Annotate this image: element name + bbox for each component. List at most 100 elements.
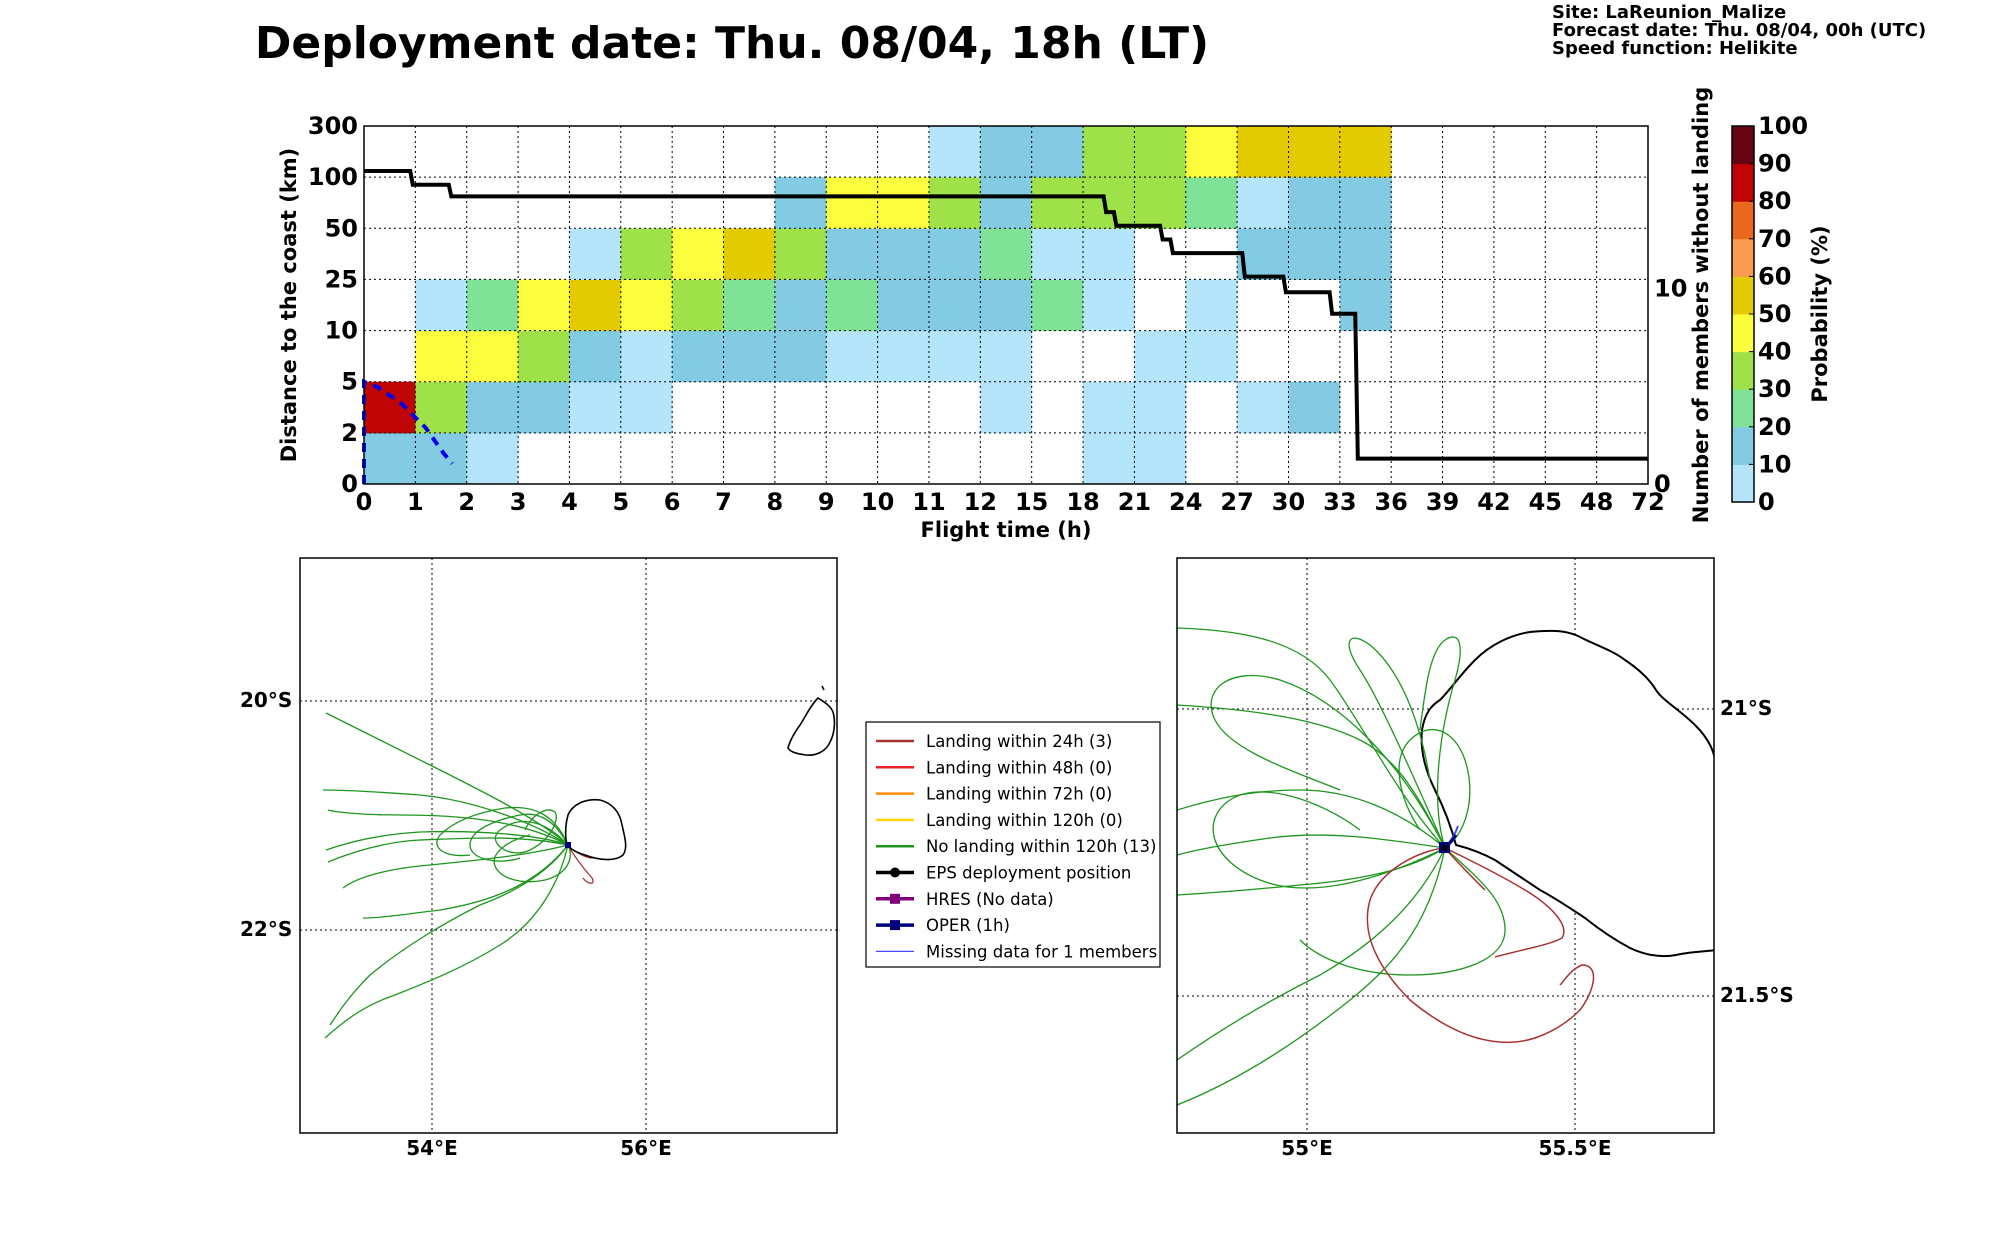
heatmap-cell <box>620 228 673 280</box>
heatmap-cell <box>1134 381 1187 434</box>
mauritius-islet <box>821 685 825 691</box>
heatmap-cell <box>980 330 1033 383</box>
heatmap-cell <box>1083 381 1135 434</box>
trajectory <box>1212 791 1446 889</box>
colorbar-swatch <box>1732 351 1754 390</box>
x-tick-label: 7 <box>715 488 732 516</box>
legend-marker <box>890 920 900 931</box>
trajectory <box>1210 675 1446 849</box>
trajectory <box>493 834 571 883</box>
heatmap-cell <box>826 330 879 383</box>
trajectory <box>362 844 569 919</box>
trajectory <box>1348 637 1446 849</box>
trajectory <box>325 712 569 846</box>
heatmap-cell <box>1083 228 1135 280</box>
trajectory <box>342 844 569 889</box>
colorbar-tick-label: 100 <box>1758 112 1808 140</box>
colorbar-label: Probability (%) <box>1808 225 1832 402</box>
heatmap-cell <box>1031 177 1084 229</box>
mauritius-coastline <box>787 696 836 756</box>
regional-lon-tick-56E: 56°E <box>620 1136 672 1160</box>
no-landing-trajectories <box>322 712 571 1039</box>
legend-label: Landing within 24h (3) <box>926 732 1112 751</box>
speed-label: Speed function: Helikite <box>1552 38 1798 59</box>
heatmap-cell <box>723 228 776 280</box>
y2-tick-label: 10 <box>1654 274 1687 302</box>
legend-item: Landing within 120h (0) <box>876 811 1123 830</box>
colorbar-tick-labels: 0 10 20 30 40 50 60 70 80 90 100 <box>1749 112 1808 516</box>
legend-label: No landing within 120h (13) <box>926 837 1156 856</box>
heatmap-cell <box>569 279 622 332</box>
trajectory <box>1177 627 1446 849</box>
legend-item: EPS deployment position <box>876 864 1131 883</box>
heatmap-cell <box>774 279 827 332</box>
heatmap-cell <box>877 228 930 280</box>
trajectory <box>329 844 569 1026</box>
heatmap-cell <box>415 279 468 332</box>
heatmap-cell <box>1237 177 1289 229</box>
y-tick-label: 0 <box>341 470 358 498</box>
heatmap-cell <box>1288 228 1341 280</box>
zoom-lon-tick-55-5E: 55.5°E <box>1538 1136 1611 1160</box>
figure-title: Deployment date: Thu. 08/04, 18h (LT) <box>255 18 1209 69</box>
heatmap-cell <box>826 228 879 280</box>
colorbar-tick-label: 20 <box>1758 413 1791 441</box>
heatmap-cell <box>466 279 519 332</box>
heatmap-cell <box>415 330 468 383</box>
reunion-coastline <box>564 798 627 861</box>
trajectory <box>1177 847 1446 1106</box>
trajectory <box>327 809 569 846</box>
y-axis-label: Distance to the coast (km) <box>277 148 301 463</box>
colorbar-swatches <box>1732 126 1754 503</box>
y2-tick-label: 0 <box>1654 470 1671 498</box>
x-tick-label: 3 <box>510 488 527 516</box>
heatmap-cell <box>774 228 827 280</box>
x-tick-labels: 0 1 2 3 4 5 6 7 8 9 10 11 12 15 18 21 24 27 30 33 36 39 42 45 48… <box>356 488 1665 516</box>
heatmap-cell <box>980 177 1033 229</box>
heatmap-cell <box>1031 228 1084 280</box>
heatmap-cell <box>1083 432 1135 485</box>
legend-item: OPER (1h) <box>876 916 1010 935</box>
x-tick-label: 39 <box>1426 488 1459 516</box>
heatmap-cell <box>1288 381 1341 434</box>
heatmap-cell <box>672 279 725 332</box>
heatmap-cell <box>569 330 622 383</box>
heatmap-cell <box>1134 126 1187 178</box>
heatmap-cell <box>928 228 981 280</box>
regional-lon-tick-54E: 54°E <box>406 1136 458 1160</box>
trajectory <box>1177 847 1446 896</box>
heatmap-cell <box>415 432 468 485</box>
heatmap-cell <box>928 330 981 383</box>
colorbar-swatch <box>1732 389 1754 428</box>
y-tick-label: 50 <box>325 214 358 242</box>
trajectory <box>327 837 569 863</box>
heatmap-cell <box>672 228 725 280</box>
heatmap-cell <box>466 432 519 485</box>
colorbar-swatch <box>1732 426 1754 465</box>
legend: Landing within 24h (3) Landing within 48h… <box>865 721 1161 968</box>
trajectory <box>1419 636 1461 849</box>
y-tick-label: 2 <box>341 419 358 447</box>
x-tick-label: 30 <box>1272 488 1305 516</box>
colorbar-swatch <box>1732 464 1754 503</box>
heatmap-cell <box>980 381 1033 434</box>
heatmap-cell <box>620 279 673 332</box>
x-tick-label: 1 <box>407 488 424 516</box>
heatmap-cell <box>1185 126 1238 178</box>
heatmap-cell <box>928 279 981 332</box>
regional-lat-tick-20S: 20°S <box>240 688 292 712</box>
x-tick-label: 5 <box>612 488 629 516</box>
x-tick-label: 12 <box>964 488 997 516</box>
trajectory <box>436 806 569 857</box>
legend-item: No landing within 120h (13) <box>876 837 1156 856</box>
trajectory <box>1444 847 1565 958</box>
colorbar-tick-label: 0 <box>1758 488 1775 516</box>
heatmap-cell <box>518 381 570 434</box>
heatmap-cell <box>1185 330 1238 383</box>
colorbar-swatch <box>1732 201 1754 240</box>
legend-label: Missing data for 1 members <box>926 942 1157 961</box>
y2-axis-label: Number of members without landing <box>1689 87 1713 524</box>
x-tick-label: 36 <box>1374 488 1407 516</box>
